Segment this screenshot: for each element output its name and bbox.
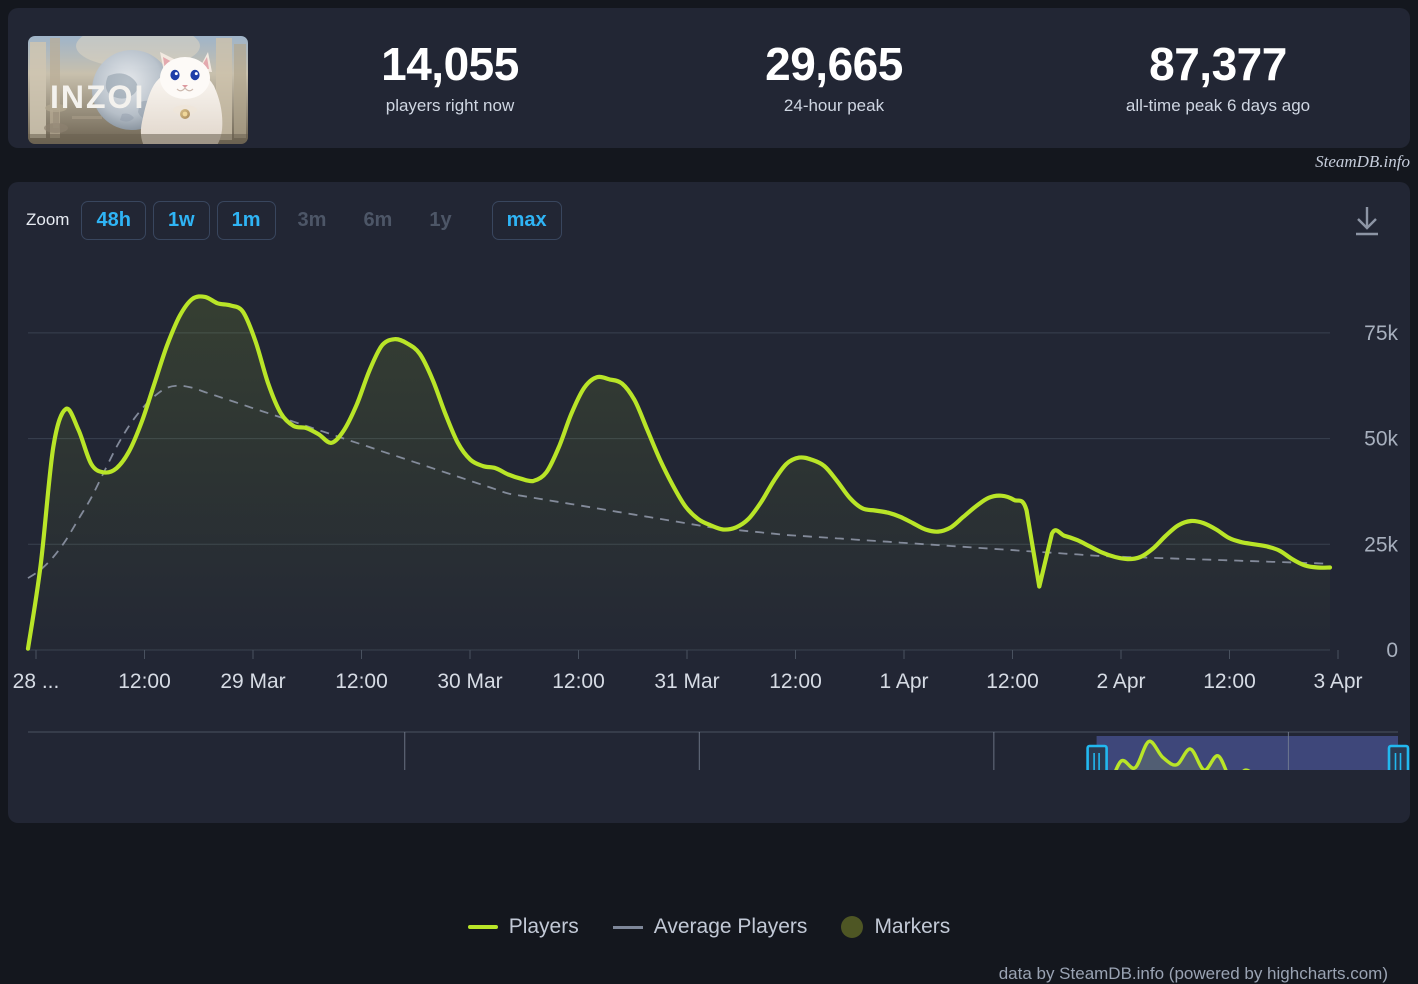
range-button-48h[interactable]: 48h bbox=[81, 200, 146, 240]
x-axis-tick-label: 12:00 bbox=[335, 670, 388, 693]
x-axis-tick-label: 12:00 bbox=[118, 670, 171, 693]
y-axis-tick-label: 25k bbox=[1364, 533, 1398, 556]
players-area-fill bbox=[28, 296, 1330, 650]
players-line-swatch-icon bbox=[467, 925, 498, 929]
x-axis-tick-label: 12:00 bbox=[1203, 670, 1256, 693]
navigator-handle-right[interactable] bbox=[1387, 744, 1410, 770]
x-axis-tick-label: 30 Mar bbox=[437, 670, 502, 693]
zoom-label: Zoom bbox=[26, 210, 70, 229]
player-count-chart-card: Zoom 48h 1w 1m 3m 6m 1y max bbox=[8, 182, 1410, 983]
all-time-peak-value: 87,377 bbox=[1149, 37, 1287, 90]
stat-players-right-now: 14,055 players right now bbox=[258, 37, 642, 117]
stat-24-hour-peak: 29,665 24-hour peak bbox=[642, 37, 1026, 117]
24-hour-peak-label: 24-hour peak bbox=[783, 96, 885, 116]
players-right-now-value: 14,055 bbox=[381, 37, 519, 90]
navigator-handle-left[interactable] bbox=[1086, 744, 1108, 770]
y-axis-tick-label: 0 bbox=[1386, 639, 1398, 662]
y-axis-tick-label: 50k bbox=[1364, 428, 1398, 451]
players-line bbox=[25, 294, 1333, 651]
x-axis-tick-label: 12:00 bbox=[552, 670, 605, 693]
chart-credit[interactable]: data by SteamDB.info (powered by highcha… bbox=[998, 964, 1388, 983]
x-axis-tick-label: 1 Apr bbox=[879, 670, 928, 693]
chart-navigator[interactable]: 10 Mar17 Mar24 Mar31 Mar bbox=[28, 731, 1410, 770]
legend-label-markers: Markers bbox=[874, 915, 951, 938]
x-axis-labels: 28 ... 12:00 29 Mar 12:00 30 Mar 12:00 31 Mar 1… bbox=[13, 670, 1363, 693]
x-axis-tick-label: 12:00 bbox=[986, 670, 1039, 693]
x-axis-tick-label: 3 Apr bbox=[1313, 670, 1362, 693]
download-icon[interactable] bbox=[1350, 204, 1384, 240]
x-axis-tick-label: 28 ... bbox=[13, 670, 60, 693]
x-axis-tick-label: 2 Apr bbox=[1096, 670, 1145, 693]
legend-item-players[interactable]: Players bbox=[467, 915, 579, 939]
legend-label-players: Players bbox=[508, 915, 579, 938]
game-capsule-image[interactable]: INZOI bbox=[28, 36, 248, 144]
range-button-1m[interactable]: 1m bbox=[216, 200, 276, 240]
inzoi-logo-text: INZOI bbox=[50, 79, 145, 115]
stats-header-card: INZOI 14,055 players right now 29,665 24… bbox=[8, 8, 1410, 148]
x-axis-tick-label: 29 Mar bbox=[220, 670, 285, 693]
range-button-3m[interactable]: 3m bbox=[297, 208, 327, 231]
range-button-6m[interactable]: 6m bbox=[363, 208, 393, 231]
all-time-peak-label: all-time peak 6 days ago bbox=[1125, 96, 1311, 116]
y-axis-labels: 0 25k 50k 75k bbox=[1364, 322, 1398, 662]
x-axis-tick-label: 31 Mar bbox=[654, 670, 719, 693]
stats-row: 14,055 players right now 29,665 24-hour … bbox=[258, 8, 1410, 148]
chart-legend: Players Average Players Markers bbox=[8, 915, 1410, 939]
chart-plot-area[interactable]: 0 25k 50k 75k 28 ... 12:00 29 Mar 12:00 30 Mar 1… bbox=[8, 270, 1410, 770]
markers-dot-swatch-icon bbox=[841, 916, 864, 938]
range-button-max[interactable]: max bbox=[491, 200, 562, 240]
x-axis-ticks bbox=[35, 650, 1339, 659]
zoom-range-selector: Zoom 48h 1w 1m 3m 6m 1y max bbox=[26, 196, 569, 244]
range-button-1w[interactable]: 1w bbox=[152, 200, 210, 240]
average-players-line-swatch-icon bbox=[612, 925, 643, 929]
legend-label-average-players: Average Players bbox=[653, 915, 808, 938]
x-axis-tick-label: 12:00 bbox=[769, 670, 822, 693]
legend-item-markers[interactable]: Markers bbox=[841, 915, 950, 939]
steamdb-watermark: SteamDB.info bbox=[1315, 152, 1410, 171]
legend-item-average-players[interactable]: Average Players bbox=[612, 915, 808, 939]
players-right-now-label: players right now bbox=[385, 96, 515, 116]
y-axis-tick-label: 75k bbox=[1364, 322, 1398, 345]
stat-all-time-peak: 87,377 all-time peak 6 days ago bbox=[1026, 37, 1410, 117]
range-button-1y[interactable]: 1y bbox=[429, 208, 452, 231]
steamdb-chart-page: INZOI 14,055 players right now 29,665 24… bbox=[8, 8, 1410, 983]
24-hour-peak-value: 29,665 bbox=[765, 37, 903, 90]
inzoi-capsule-art: INZOI bbox=[28, 36, 248, 144]
